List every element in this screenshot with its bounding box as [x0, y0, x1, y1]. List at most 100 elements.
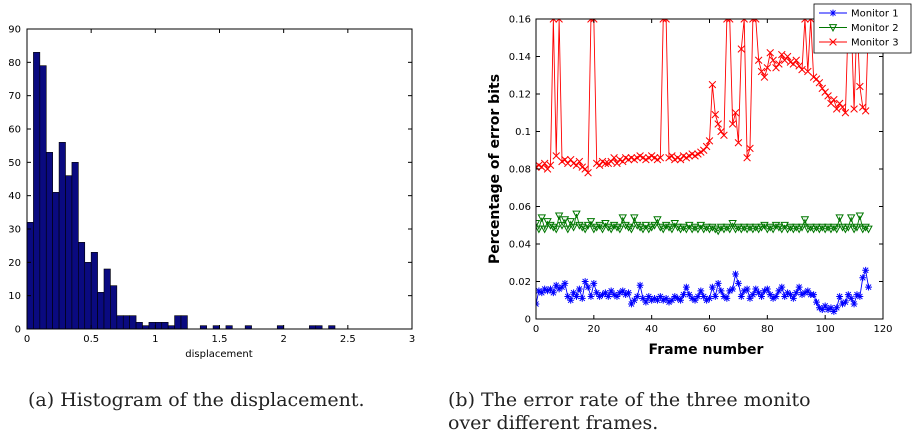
- histogram-x-label: displacement: [185, 349, 252, 360]
- data-point: [694, 293, 702, 300]
- data-point: [792, 223, 801, 232]
- data-point: [711, 110, 720, 119]
- histogram-bar: [122, 315, 130, 330]
- data-point: [852, 223, 862, 232]
- data-point: [716, 223, 726, 232]
- x-tick-label: 120: [873, 324, 892, 335]
- data-point: [723, 294, 731, 302]
- data-point: [758, 293, 765, 300]
- data-point: [677, 296, 684, 304]
- data-point: [552, 225, 561, 234]
- data-point: [810, 291, 817, 299]
- data-point: [621, 221, 630, 230]
- data-point: [693, 225, 703, 234]
- data-point: [818, 84, 827, 93]
- data-point: [541, 285, 549, 293]
- data-point: [618, 157, 627, 166]
- data-point: [766, 48, 774, 57]
- data-point: [746, 144, 754, 153]
- data-point: [633, 293, 641, 300]
- data-point: [601, 159, 610, 168]
- data-point: [583, 221, 593, 230]
- data-point: [703, 296, 711, 304]
- data-point: [765, 223, 775, 232]
- data-point: [861, 107, 870, 115]
- data-point: [682, 225, 691, 234]
- caption-b-line2: over different frames.: [448, 412, 659, 434]
- data-point: [830, 308, 838, 315]
- data-point: [552, 152, 560, 160]
- data-point: [781, 293, 789, 300]
- data-point: [564, 293, 572, 300]
- data-point: [763, 63, 772, 72]
- data-point: [554, 212, 564, 221]
- data-point: [665, 298, 673, 306]
- data-point: [567, 296, 575, 304]
- data-point: [564, 159, 572, 168]
- data-point: [575, 285, 583, 293]
- data-point: [804, 67, 812, 76]
- x-tick-label: 1: [152, 334, 158, 345]
- line-plot-area: [536, 19, 883, 319]
- data-point: [625, 289, 632, 297]
- data-point: [563, 225, 573, 234]
- data-point: [804, 287, 812, 295]
- y-tick-label: 90: [8, 25, 21, 36]
- y-tick-label: 0.06: [509, 202, 531, 213]
- data-point: [685, 221, 694, 230]
- data-point: [566, 218, 575, 226]
- data-point: [784, 289, 791, 297]
- histogram-bar: [97, 292, 105, 330]
- data-point: [743, 285, 751, 293]
- data-point: [838, 223, 847, 232]
- data-point: [706, 294, 713, 302]
- data-point: [598, 225, 607, 234]
- data-point: [806, 19, 815, 23]
- data-point: [610, 291, 618, 299]
- data-point: [818, 306, 826, 314]
- data-point: [700, 293, 708, 300]
- data-point: [596, 293, 604, 300]
- data-point: [636, 281, 644, 289]
- data-point: [813, 298, 820, 306]
- y-tick-label: 50: [8, 158, 21, 169]
- data-point: [555, 19, 563, 23]
- data-point: [792, 56, 801, 65]
- data-point: [835, 214, 844, 223]
- data-point: [752, 19, 760, 23]
- data-point: [763, 285, 771, 293]
- data-point: [572, 210, 581, 219]
- data-point: [780, 56, 789, 65]
- x-tick-label: 2.5: [340, 334, 356, 345]
- data-point: [536, 219, 541, 228]
- y-tick-label: 0.12: [509, 90, 531, 101]
- data-point: [792, 289, 800, 297]
- x-tick-label: 0: [533, 324, 539, 335]
- data-point: [560, 216, 570, 225]
- data-point: [821, 88, 829, 96]
- data-point: [575, 157, 584, 166]
- data-point: [662, 19, 670, 23]
- data-point: [815, 78, 824, 87]
- data-point: [667, 225, 677, 234]
- chart-legend: Monitor 1 Monitor 2 Monitor 3: [813, 3, 912, 54]
- data-point: [578, 294, 586, 302]
- histogram-bar: [26, 222, 34, 330]
- data-point: [540, 225, 549, 234]
- data-point: [685, 291, 693, 299]
- data-point: [800, 216, 810, 225]
- data-point: [760, 221, 769, 230]
- data-point: [771, 221, 781, 230]
- data-point: [745, 223, 755, 232]
- data-point: [610, 153, 618, 162]
- data-point: [829, 223, 839, 232]
- data-point: [544, 287, 551, 295]
- data-point: [630, 296, 638, 304]
- histogram-bar: [148, 322, 156, 330]
- data-point: [723, 19, 731, 23]
- data-point: [595, 161, 604, 170]
- data-point: [717, 127, 725, 136]
- legend-marker: [829, 38, 837, 46]
- data-point: [561, 155, 569, 164]
- data-point: [580, 225, 590, 234]
